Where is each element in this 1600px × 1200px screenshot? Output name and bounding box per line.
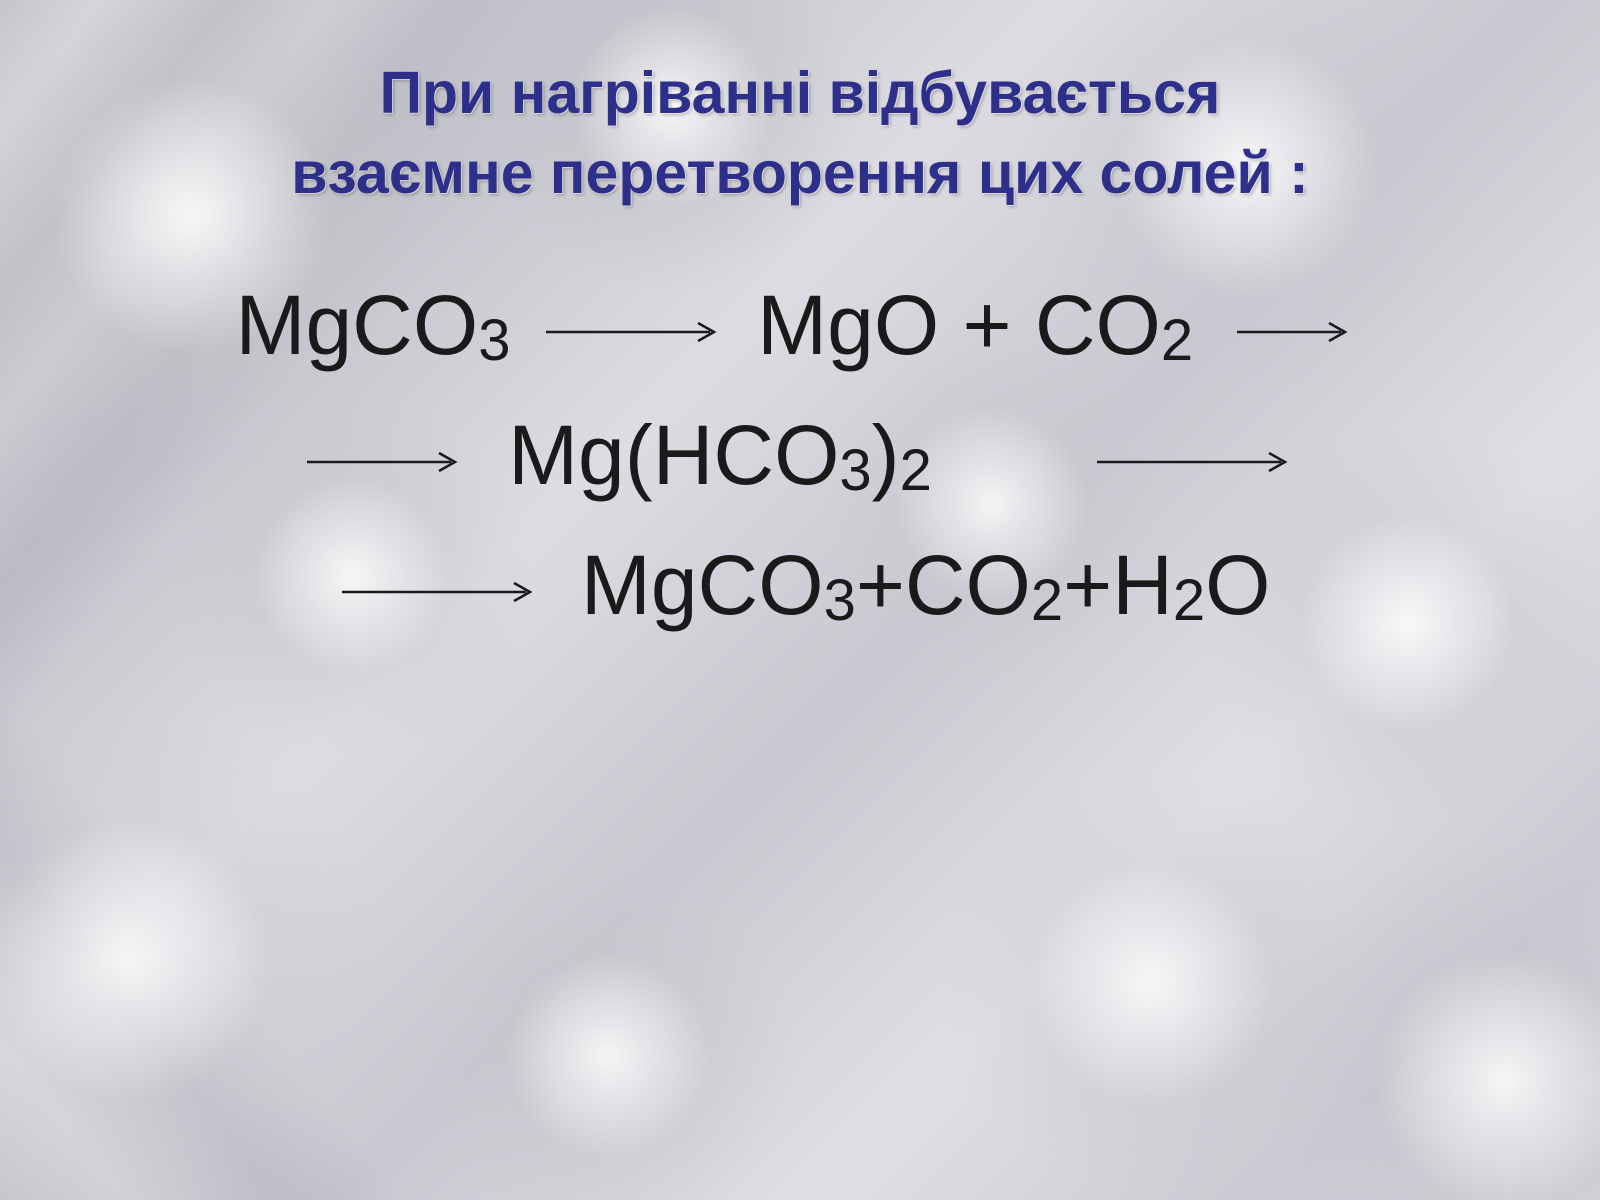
compound-2: Mg(HCO (508, 408, 839, 502)
slide-title: При нагріванні відбувається взаємне пере… (0, 54, 1600, 213)
sub-2c: 2 (1031, 568, 1063, 633)
reaction-line-1: MgCO3 MgO + CO2 (0, 260, 1600, 390)
arrow-icon (544, 317, 724, 347)
product-1: MgO + CO (757, 278, 1161, 372)
product-3b: +CO (856, 538, 1031, 632)
sub-2: 2 (1161, 308, 1193, 373)
sub-3b: 3 (839, 438, 871, 503)
arrow-icon (305, 447, 465, 477)
sub-2b: 2 (900, 438, 932, 503)
arrow-icon (340, 577, 540, 607)
arrow-icon (1095, 447, 1295, 477)
product-3d: O (1205, 538, 1270, 632)
product-3c: +H (1063, 538, 1173, 632)
slide: При нагріванні відбувається взаємне пере… (0, 0, 1600, 1200)
slide-content: MgCO3 MgO + CO2 (0, 260, 1600, 651)
compound-2-close: ) (872, 408, 900, 502)
sub-2d: 2 (1173, 568, 1205, 633)
product-3a: MgCO (581, 538, 824, 632)
reactant-1: MgCO (235, 278, 478, 372)
title-line-1: При нагріванні відбувається (380, 60, 1221, 126)
arrow-icon (1235, 317, 1355, 347)
sub-3c: 3 (824, 568, 856, 633)
reaction-line-2: Mg(HCO3)2 (0, 390, 1600, 520)
sub-3: 3 (478, 308, 510, 373)
title-line-2: взаємне перетворення цих солей : (291, 140, 1309, 206)
reaction-line-3: MgCO3+CO2+H2O (0, 520, 1600, 650)
